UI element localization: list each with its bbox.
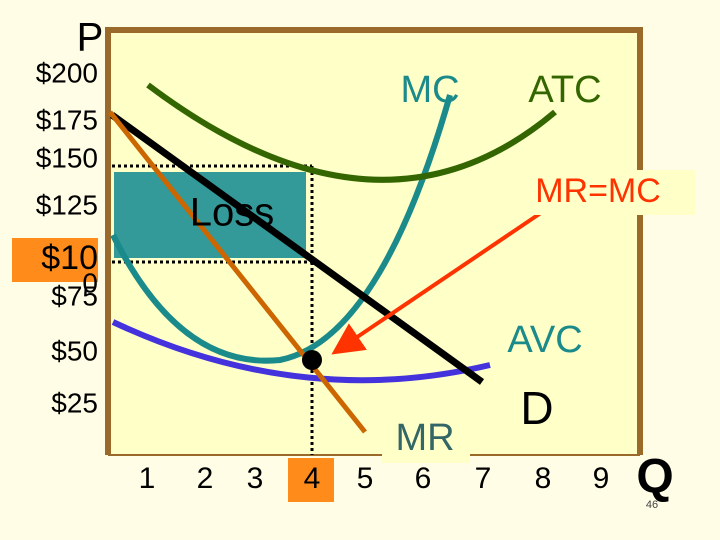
dotted-lines bbox=[112, 164, 314, 455]
demand-label: D bbox=[520, 382, 553, 434]
loss-label: Loss bbox=[190, 191, 275, 235]
y-labels: $200 $175 $150 $125 $100$75 $50 $25 bbox=[36, 57, 98, 418]
y-tick-label: $10 bbox=[41, 239, 98, 277]
y-tick-label: $200 bbox=[36, 57, 98, 88]
x-title: Q bbox=[636, 451, 673, 504]
y-tick-label: $75 bbox=[51, 280, 98, 311]
y-tick-label: $125 bbox=[36, 189, 98, 220]
mr-label: MR bbox=[395, 417, 454, 459]
x-tick-label: 5 bbox=[357, 462, 374, 495]
avc-label: AVC bbox=[507, 319, 582, 361]
atc-curve bbox=[146, 82, 557, 183]
x-tick-label: 9 bbox=[593, 462, 610, 495]
y-tick-label: $25 bbox=[51, 387, 98, 418]
y-tick-label: $50 bbox=[51, 335, 98, 366]
x-highlight bbox=[288, 458, 334, 502]
mr-bg bbox=[382, 418, 470, 463]
x-tick-label: 4 bbox=[304, 462, 321, 495]
x-tick-label: 8 bbox=[535, 462, 552, 495]
arrow bbox=[331, 198, 562, 355]
y-title: P bbox=[77, 16, 104, 60]
demand-curve bbox=[109, 112, 485, 385]
y-highlight bbox=[12, 238, 98, 282]
avc-curve bbox=[111, 319, 491, 384]
rule-label: MR=MC bbox=[535, 172, 661, 210]
atc-label: ATC bbox=[528, 69, 601, 111]
x-tick-label: 6 bbox=[415, 462, 432, 495]
mc-label: MC bbox=[400, 69, 459, 111]
y-tick-label: $150 bbox=[36, 142, 98, 173]
mr-curve bbox=[108, 110, 367, 434]
mc-curve bbox=[110, 94, 453, 364]
slide-number: 46 bbox=[646, 499, 658, 511]
y-tick-label: 0 bbox=[82, 267, 98, 298]
x-tick-label: 2 bbox=[197, 462, 214, 495]
x-tick-label: 3 bbox=[247, 462, 264, 495]
x-tick-label: 1 bbox=[139, 462, 156, 495]
rule-bg bbox=[505, 170, 695, 215]
y-tick-label: $175 bbox=[36, 104, 98, 135]
equilibrium-dot bbox=[302, 350, 322, 370]
frame bbox=[105, 27, 643, 455]
x-tick-label: 7 bbox=[475, 462, 492, 495]
